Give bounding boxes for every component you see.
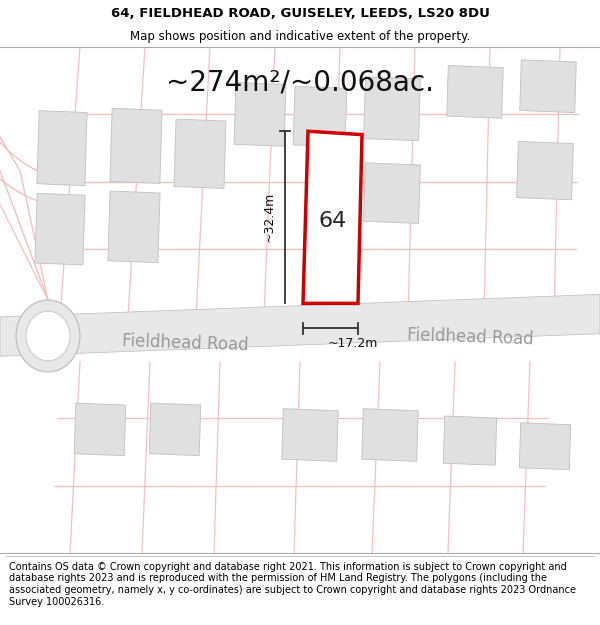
Polygon shape — [74, 403, 126, 456]
Text: 64, FIELDHEAD ROAD, GUISELEY, LEEDS, LS20 8DU: 64, FIELDHEAD ROAD, GUISELEY, LEEDS, LS2… — [110, 7, 490, 19]
Text: Fieldhead Road: Fieldhead Road — [406, 326, 533, 348]
Polygon shape — [35, 193, 85, 265]
Polygon shape — [520, 60, 576, 112]
Text: Fieldhead Road: Fieldhead Road — [121, 331, 248, 354]
Text: Map shows position and indicative extent of the property.: Map shows position and indicative extent… — [130, 30, 470, 43]
Text: ~17.2m: ~17.2m — [328, 338, 377, 351]
Polygon shape — [443, 416, 497, 465]
Polygon shape — [0, 294, 600, 356]
Polygon shape — [293, 86, 347, 147]
Polygon shape — [37, 111, 87, 186]
Circle shape — [26, 311, 70, 361]
Text: Contains OS data © Crown copyright and database right 2021. This information is : Contains OS data © Crown copyright and d… — [9, 562, 576, 606]
Polygon shape — [174, 119, 226, 189]
Polygon shape — [108, 191, 160, 262]
Polygon shape — [234, 82, 286, 146]
Polygon shape — [447, 66, 503, 118]
Polygon shape — [303, 131, 362, 303]
Polygon shape — [282, 409, 338, 461]
Text: 64: 64 — [319, 211, 347, 231]
Polygon shape — [110, 108, 162, 183]
Polygon shape — [517, 141, 574, 200]
Polygon shape — [362, 409, 418, 461]
Polygon shape — [520, 422, 571, 470]
Circle shape — [16, 300, 80, 372]
Text: ~32.4m: ~32.4m — [263, 192, 275, 242]
Polygon shape — [149, 403, 201, 456]
Polygon shape — [364, 163, 421, 223]
Text: ~274m²/~0.068ac.: ~274m²/~0.068ac. — [166, 69, 434, 97]
Polygon shape — [364, 77, 421, 141]
